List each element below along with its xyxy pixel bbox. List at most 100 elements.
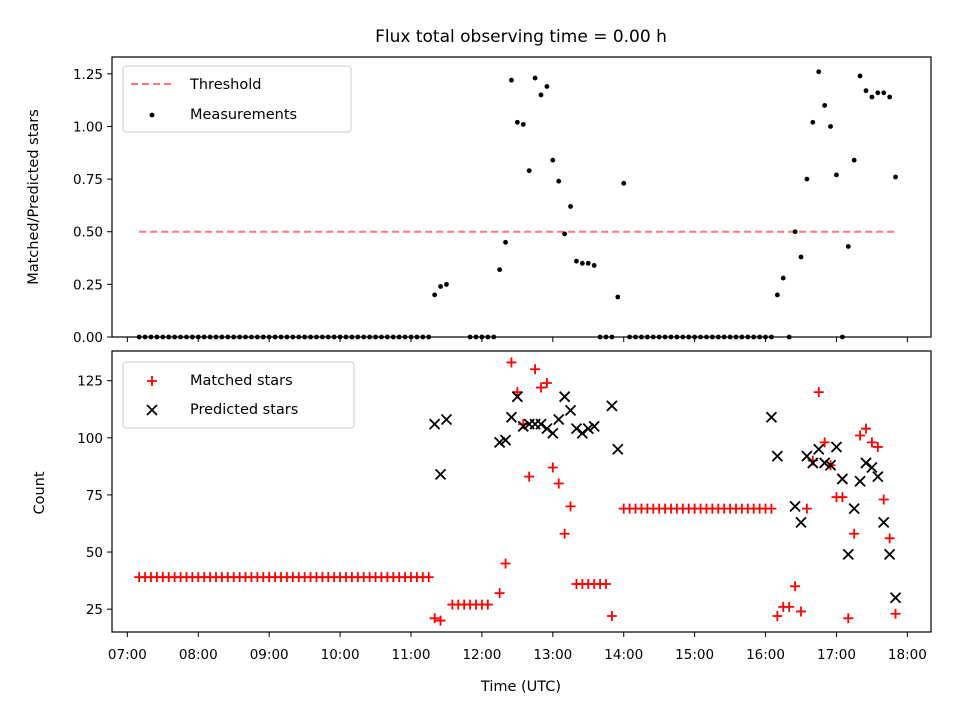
measurement-point [780,275,786,281]
measurement-point [597,334,603,340]
predicted-star-point [878,516,890,528]
matched-star-point [772,611,783,622]
top-y-tick-label: 0.50 [73,225,103,241]
measurement-point [875,90,881,96]
predicted-star-point [493,436,506,449]
measurement-point [668,334,674,340]
measurement-point [786,334,792,340]
matched-star-point [878,494,889,505]
predicted-star-point [511,391,524,403]
x-tick-label: 14:00 [604,647,643,663]
measurement-point [290,334,296,340]
top-y-tick-label: 0.25 [73,277,103,293]
measurement-point [402,334,408,340]
measurement-point [662,334,668,340]
measurement-point [201,334,207,340]
bottom-y-tick-label: 75 [86,488,103,504]
legend-predicted-swatch [146,404,158,416]
measurement-point [514,119,520,125]
measurement-point [556,178,562,184]
matched-star-point [553,478,564,489]
top-plot-area [111,56,932,338]
matched-star-point [890,608,901,619]
measurement-point [260,334,266,340]
matched-star-point [813,387,824,398]
legend-measurements-label: Measurements [190,107,297,123]
measurement-point [343,334,349,340]
measurement-point [715,334,721,340]
measurement-point [296,334,302,340]
legend-measurements-swatch [149,112,155,118]
legend-predicted-marker [146,404,158,416]
measurement-point [763,334,768,340]
measurement-point [467,334,473,340]
measurement-point [367,334,373,340]
matched-star-point [494,588,505,599]
predicted-star-point [771,450,784,462]
bottom-y-axis: 25 50 75 100 125 [77,374,112,618]
measurement-point [704,334,709,340]
matched-star-point [541,377,552,388]
predicted-star-point [872,471,884,483]
predicted-star-point [517,420,529,433]
x-tick-label: 10:00 [321,647,360,663]
predicted-star-point [883,548,896,560]
measurement-point [721,334,727,340]
measurement-point [509,77,514,83]
matched-star-point [506,357,517,368]
predicted-star-point [547,427,559,439]
measurement-point [857,73,863,79]
measurement-point [769,334,774,340]
measurement-point [739,334,745,340]
measurement-point [686,334,692,340]
top-y-tick-label: 1.25 [73,67,103,83]
predicted-star-point [813,443,825,455]
measurement-point [792,229,798,235]
matched-star-point [837,492,848,503]
measurement-point [579,260,585,266]
chart-title: Flux total observing time = 0.00 h [375,27,667,47]
measurement-point [633,334,638,340]
measurement-point [816,69,822,75]
top-legend: Threshold Measurements [122,65,352,133]
predicted-star-point [582,423,594,435]
legend-matched-marker [147,376,157,386]
measurement-point [373,334,378,340]
matched-star-point [536,382,546,393]
bottom-y-tick-label: 125 [77,374,103,390]
x-tick-label: 12:00 [462,647,501,663]
measurement-point [650,334,656,340]
measurement-point [314,334,319,340]
measurement-point [337,334,343,340]
matched-star-point [606,611,617,622]
matched-star-point [482,599,493,610]
predicted-star-point [807,457,819,469]
top-y-axis: 0.00 0.25 0.50 0.75 1.00 1.25 [73,67,112,346]
measurement-point [727,334,733,340]
top-y-tick-label: 0.75 [73,172,103,188]
matched-star-point [801,503,812,514]
measurement-point [709,334,715,340]
measurement-point [644,334,650,340]
measurement-point [160,334,166,340]
matched-star-point [872,441,883,452]
matched-stars-series [134,357,901,626]
measurement-point [408,334,414,340]
bottom-legend-box [122,361,355,429]
measurement-point [615,294,621,300]
measurement-point [863,88,869,94]
measurement-point [249,334,254,340]
measurement-point [550,157,556,163]
legend-predicted-label: Predicted stars [190,402,298,418]
predicted-star-point [558,391,571,403]
matched-star-point [790,581,801,592]
measurement-point [426,334,432,340]
measurement-point [887,94,893,100]
measurement-point [526,168,532,174]
matched-star-point [500,558,511,569]
measurement-point [544,84,550,89]
predicted-star-point [606,400,618,412]
matched-star-point [547,462,558,473]
matched-star-point [784,601,795,612]
matched-star-point [843,613,854,624]
